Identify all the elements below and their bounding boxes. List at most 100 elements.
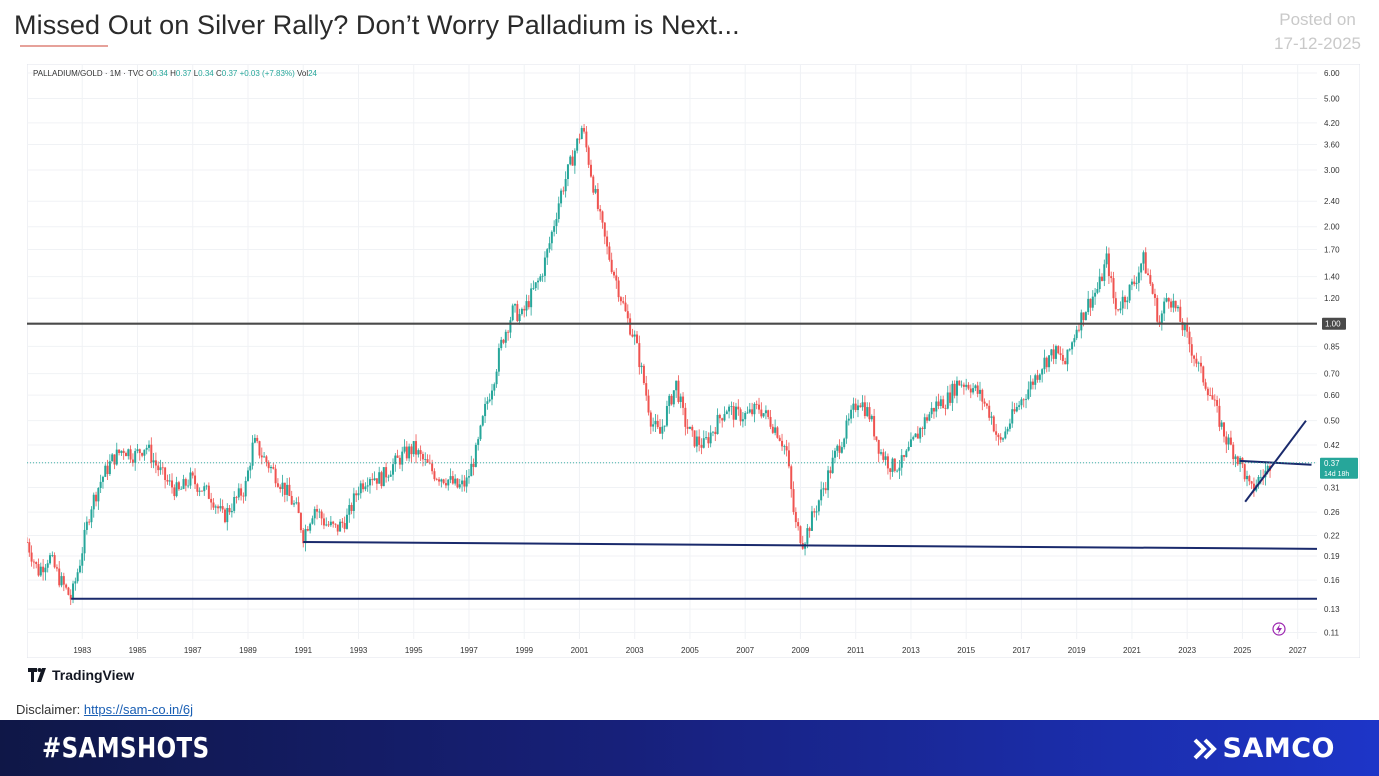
candle-body — [1020, 399, 1023, 406]
chart-frame — [27, 64, 1360, 658]
candle-body — [534, 282, 537, 289]
candle-body — [1043, 357, 1046, 370]
candle-body — [718, 414, 721, 419]
candle-body — [928, 414, 931, 421]
x-tick-label: 1987 — [184, 646, 202, 655]
candle-body — [1013, 409, 1016, 412]
candle-body — [886, 456, 889, 469]
x-tick-label: 1985 — [129, 646, 147, 655]
candle-body — [486, 401, 489, 404]
candle-body — [638, 343, 641, 368]
candle-body — [467, 476, 470, 478]
candle-body — [1045, 357, 1048, 368]
samco-brand[interactable]: SAMCO — [1193, 733, 1335, 764]
candle-body — [332, 521, 335, 524]
candle-body — [1188, 331, 1191, 345]
candle-body — [1144, 252, 1147, 274]
ohlc-low-label: L — [193, 69, 199, 78]
candle-body — [1176, 306, 1179, 309]
y-tick-label: 0.19 — [1324, 552, 1340, 561]
candle-body — [675, 380, 678, 391]
candle-body — [1121, 296, 1124, 309]
candle-body — [1133, 281, 1136, 285]
candle-body — [939, 399, 942, 406]
candle-body — [744, 413, 747, 420]
candle-body — [557, 203, 560, 220]
candle-body — [230, 510, 233, 513]
candle-body — [1225, 436, 1228, 445]
candle-body — [778, 437, 781, 441]
candle-body — [1034, 375, 1037, 385]
x-tick-label: 2019 — [1068, 646, 1086, 655]
candle-body — [283, 482, 286, 495]
candle-body — [626, 311, 629, 319]
candle-body — [645, 383, 648, 396]
candle-body — [631, 334, 634, 337]
candle-body — [1248, 475, 1251, 482]
candle-body — [988, 405, 991, 418]
candle-body — [873, 416, 876, 437]
candle-body — [532, 288, 535, 289]
candle-body — [1015, 406, 1018, 412]
candle-body — [461, 480, 464, 485]
candle-body — [1140, 263, 1143, 273]
ohlc-open-label: O — [146, 69, 153, 78]
disclaimer-link[interactable]: https://sam-co.in/6j — [83, 702, 194, 717]
candle-body — [251, 442, 254, 466]
palladium-gold-chart[interactable]: 6.00 5.00 4.20 3.60 3.00 2.40 2.00 1.70 1.40 1.20… — [27, 64, 1360, 658]
y-tick-label: 3.60 — [1324, 140, 1340, 149]
candle-body — [668, 395, 671, 406]
candle-body — [472, 463, 475, 467]
candle-body — [953, 383, 956, 396]
candle-body — [640, 365, 643, 368]
candle-body — [1071, 342, 1074, 350]
candle-body — [875, 436, 878, 441]
candle-body — [810, 511, 813, 531]
candle-body — [228, 507, 231, 513]
candle-body — [976, 385, 979, 394]
ohlc-close: 0.37 — [221, 69, 238, 78]
candle-body — [709, 432, 712, 444]
x-tick-label: 2007 — [736, 646, 754, 655]
candle-body — [242, 495, 245, 497]
candle-body — [686, 426, 689, 429]
candle-body — [373, 478, 376, 481]
candle-body — [550, 231, 553, 244]
candle-body — [739, 409, 742, 422]
candle-body — [198, 490, 201, 492]
candle-body — [290, 495, 293, 505]
chart-area[interactable]: 6.00 5.00 4.20 3.60 3.00 2.40 2.00 1.70 1.40 1.20… — [27, 64, 1360, 658]
candle-body — [981, 389, 984, 402]
candle-body — [1094, 292, 1097, 297]
candle-body — [1080, 312, 1083, 331]
x-tick-label: 2021 — [1123, 646, 1141, 655]
x-tick-label: 1993 — [350, 646, 368, 655]
candle-body — [1216, 400, 1219, 406]
candle-body — [787, 450, 790, 467]
candle-body — [659, 427, 662, 434]
candle-body — [92, 494, 95, 510]
candle-body — [992, 416, 995, 432]
x-tick-label: 2005 — [681, 646, 699, 655]
candle-body — [808, 528, 811, 531]
candle-body — [415, 441, 418, 455]
candle-body — [490, 390, 493, 400]
candle-body — [392, 464, 395, 475]
candle-body — [76, 572, 79, 582]
candle-body — [944, 408, 947, 409]
tradingview-logo[interactable]: TradingView — [28, 667, 134, 683]
candle-body — [688, 426, 691, 429]
candle-body — [120, 450, 123, 453]
candle-body — [562, 190, 565, 192]
candle-body — [654, 420, 657, 425]
candle-body — [792, 489, 795, 512]
candle-body — [217, 506, 220, 509]
candle-body — [930, 407, 933, 415]
ohlc-high: 0.37 — [175, 69, 192, 78]
candle-body — [1160, 313, 1163, 325]
candle-body — [1091, 296, 1094, 308]
candle-body — [1206, 388, 1209, 396]
candle-body — [937, 401, 940, 406]
candle-body — [843, 438, 846, 448]
x-tick-label: 2015 — [957, 646, 975, 655]
